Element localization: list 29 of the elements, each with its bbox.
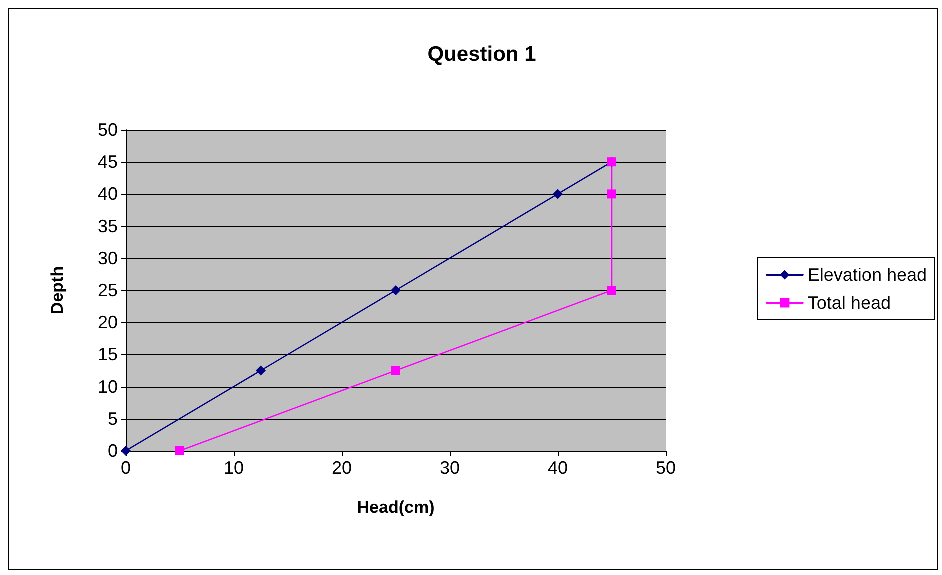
x-tick-label: 20 [332, 458, 352, 478]
y-tick-label: 0 [108, 441, 118, 461]
y-tick-label: 15 [98, 344, 118, 365]
y-tick-label: 45 [98, 152, 118, 172]
point [608, 286, 616, 295]
x-tick-label: 10 [224, 458, 244, 478]
point [256, 366, 266, 376]
y-tick-label: 25 [98, 280, 118, 300]
legend-label: Total head [808, 293, 891, 313]
y-tick-label: 40 [98, 184, 118, 204]
y-tick-label: 35 [98, 216, 118, 236]
point [608, 190, 616, 199]
x-axis-title: Head(cm) [357, 498, 435, 517]
chart-title: Question 1 [428, 43, 537, 66]
point [392, 366, 400, 376]
y-tick-label: 20 [98, 312, 118, 333]
y-tick-label: 50 [98, 120, 118, 140]
point [553, 189, 563, 200]
x-tick-label: 40 [548, 458, 568, 478]
y-tick-label: 30 [98, 248, 118, 268]
point [391, 286, 401, 296]
legend-label: Elevation head [808, 265, 927, 285]
x-tick-label: 50 [656, 458, 676, 478]
y-tick-label: 5 [108, 408, 118, 429]
y-tick-label: 10 [98, 376, 118, 397]
x-tick-label: 30 [440, 458, 460, 478]
x-tick-label: 0 [120, 458, 132, 478]
point [176, 446, 184, 456]
y-axis-title: Depth [48, 266, 67, 315]
